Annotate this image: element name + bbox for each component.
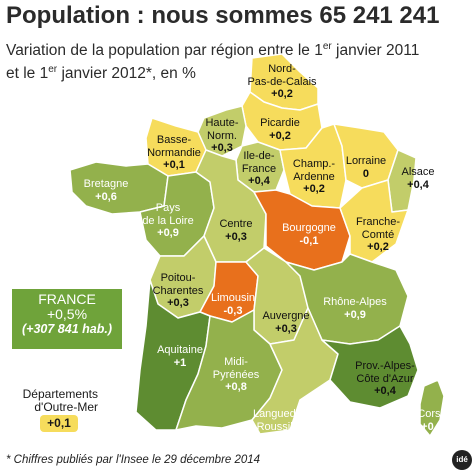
label-auvergne: Auvergne +0,3 [262, 310, 309, 335]
label-languedoc-roussillon: Languedoc- Roussillon +1,1 [253, 408, 311, 446]
label-aquitaine: Aquitaine +1 [157, 344, 203, 369]
region-name: Auvergne [262, 310, 310, 322]
dom-value: +0,1 [40, 415, 78, 432]
label-lorraine: Lorraine 0 [346, 155, 386, 180]
region-value: +0,2 [367, 241, 389, 253]
region-value: +0,2 [303, 183, 325, 195]
region-name: Centre [219, 218, 253, 230]
region-franche-comte [339, 179, 409, 263]
label-alsace: Alsace +0,4 [401, 166, 434, 191]
dom-label: Départements d'Outre-Mer [8, 388, 98, 414]
region-value: +0,8 [225, 381, 247, 393]
region-name: Limousin [210, 292, 256, 304]
region-value: +1,1 [271, 433, 293, 445]
region-name: Corse [417, 408, 447, 420]
subtitle-sup-2: er [48, 64, 58, 76]
region-value: +0,3 [167, 297, 189, 309]
region-value: +0,2 [271, 88, 293, 100]
region-name: Champ.- Ardenne [292, 158, 336, 183]
region-name: Nord- Pas-de-Calais [247, 63, 317, 88]
region-value: +0,9 [157, 227, 179, 239]
label-rhone-alpes: Rhône-Alpes +0,9 [323, 296, 387, 321]
subtitle-sup-1: er [322, 41, 332, 52]
label-picardie: Picardie +0,2 [260, 117, 300, 142]
label-provence-alpes-cote-d-azur: Prov.-Alpes- Côte d'Azur +0,4 [355, 360, 415, 398]
region-value: +0,2 [269, 129, 291, 142]
publisher-logo: idé [452, 450, 472, 470]
region-name: Franche- Comté [355, 216, 401, 241]
subtitle-line2-b: janvier 2012*, en % [57, 65, 196, 83]
region-name: Rhône-Alpes [323, 296, 387, 308]
region-name: Haute- Norm. [205, 117, 239, 142]
dom-label-text: Départements d'Outre-Mer [22, 387, 98, 414]
label-poitou-charentes: Poitou- Charentes +0,3 [153, 272, 204, 310]
label-bretagne: Bretagne +0,6 [84, 178, 129, 203]
region-value: +0,4 [407, 178, 429, 191]
region-value: +0,6 [421, 420, 443, 433]
subtitle-line2-a: et le 1 [6, 65, 49, 83]
label-limousin: Limousin -0,3 [211, 292, 255, 317]
label-franche-comte: Franche- Comté +0,2 [356, 216, 400, 254]
region-provence-alpes-cote-d-azur [321, 325, 419, 409]
region-name: Ile-de- France [241, 150, 277, 175]
region-value: +1 [173, 356, 187, 369]
region-value: 0 [362, 167, 370, 180]
region-value: -0,1 [299, 234, 319, 247]
region-value: -0,3 [223, 304, 243, 317]
label-haute-normandie: Haute- Norm. +0,3 [205, 117, 238, 155]
label-corse: Corse +0,6 [417, 408, 446, 433]
region-value: +0,9 [344, 308, 366, 321]
page-title: Population : nous sommes 65 241 241 [6, 2, 440, 29]
region-languedoc-roussillon [251, 307, 339, 435]
label-midi-pyrenees: Midi- Pyrénées +0,8 [213, 356, 259, 394]
region-name: Languedoc- Roussillon [252, 408, 312, 433]
label-bourgogne: Bourgogne -0,1 [282, 222, 336, 247]
region-corse [419, 379, 445, 437]
france-habitants: (+307 841 hab.) [22, 322, 112, 336]
region-name: Midi- Pyrénées [212, 356, 260, 381]
region-value: +0,3 [225, 230, 247, 243]
region-value: +0,1 [163, 159, 185, 171]
france-label: FRANCE [38, 291, 96, 307]
region-value: +0,4 [248, 175, 270, 187]
region-name: Basse- Normandie [147, 134, 201, 159]
label-ile-de-france: Ile-de- France +0,4 [242, 150, 276, 188]
label-centre: Centre +0,3 [219, 218, 252, 243]
region-name: Aquitaine [157, 344, 203, 356]
region-name: Lorraine [345, 155, 387, 167]
label-nord-pas-de-calais: Nord- Pas-de-Calais +0,2 [247, 63, 316, 101]
subtitle: Variation de la population par région en… [6, 37, 419, 83]
region-name: Poitou- Charentes [152, 272, 204, 297]
label-pays-de-la-loire: Pays de la Loire +0,9 [142, 202, 193, 240]
region-name: Picardie [260, 117, 300, 129]
subtitle-line1-a: Variation de la population par région en… [6, 42, 323, 60]
france-total-box: FRANCE +0,5% (+307 841 hab.) [12, 289, 122, 349]
region-name: Bourgogne [282, 222, 336, 234]
subtitle-line1-b: janvier 2011 [331, 42, 420, 60]
label-basse-normandie: Basse- Normandie +0,1 [147, 134, 201, 172]
region-name: Pays de la Loire [142, 202, 194, 227]
region-value: +0,4 [374, 385, 396, 397]
footnote: * Chiffres publiés par l'Insee le 29 déc… [6, 454, 261, 466]
label-champagne-ardenne: Champ.- Ardenne +0,2 [293, 158, 335, 196]
region-value: +0,3 [275, 322, 297, 335]
france-value: +0,5% [46, 306, 88, 322]
region-value: +0,3 [211, 142, 233, 154]
region-name: Bretagne [83, 178, 129, 190]
region-value: +0,6 [95, 190, 117, 203]
region-name: Alsace [401, 166, 435, 178]
region-name: Prov.-Alpes- Côte d'Azur [355, 360, 415, 385]
